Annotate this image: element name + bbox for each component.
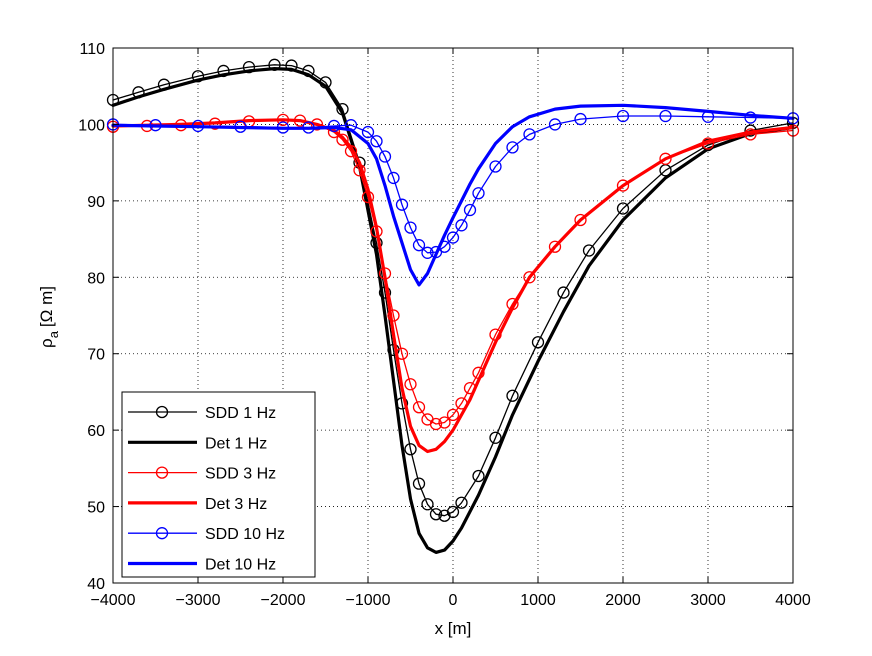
y-axis-label-subscript: a — [46, 330, 61, 338]
y-tick-labels: 40 50 60 70 80 90 100 110 — [78, 41, 105, 593]
x-axis-label: x [m] — [435, 619, 472, 638]
data-point — [268, 58, 281, 71]
data-point — [421, 246, 434, 259]
data-point — [574, 112, 587, 126]
data-point — [523, 271, 536, 284]
y-tick-label: 90 — [87, 194, 105, 211]
x-tick-label: 4000 — [775, 592, 811, 609]
legend-swatch-marker — [155, 466, 169, 479]
data-point — [463, 203, 477, 217]
data-point — [616, 202, 630, 215]
legend-swatch-marker — [155, 405, 169, 419]
data-point — [429, 417, 443, 431]
data-point — [191, 70, 205, 83]
data-point — [557, 286, 570, 299]
data-point — [659, 152, 672, 165]
data-point — [472, 469, 485, 483]
data-point — [242, 60, 256, 74]
x-tick-labels: −4000 −3000 −2000 −1000 0 1000 2000 3000 4000 — [91, 592, 811, 609]
y-tick-label: 70 — [87, 347, 105, 364]
ticks — [112, 47, 794, 584]
legend: SDD 1 Hz Det 1 Hz SDD 3 Hz Det 3 Hz SDD 10 H… — [121, 391, 316, 578]
y-tick-label: 110 — [79, 41, 105, 58]
data-point — [582, 244, 596, 257]
data-point — [446, 231, 460, 244]
series-line — [111, 103, 795, 287]
data-point — [531, 336, 545, 349]
series-det-3-hz — [111, 118, 795, 454]
y-tick-label: 50 — [87, 500, 105, 517]
data-point — [744, 111, 757, 124]
data-point — [404, 221, 417, 234]
series-det-1-hz — [111, 66, 795, 555]
data-point — [489, 160, 502, 173]
data-point — [412, 239, 426, 252]
data-point — [327, 119, 341, 133]
data-point — [506, 141, 519, 154]
y-axis-label-symbol: ρ — [37, 338, 56, 348]
data-point — [489, 431, 502, 444]
x-tick-label: −3000 — [176, 592, 221, 609]
y-tick-label: 60 — [87, 423, 105, 440]
y-tick-label: 100 — [78, 117, 105, 134]
legend-label: SDD 3 Hz — [205, 466, 276, 483]
legend-label: Det 1 Hz — [205, 435, 267, 452]
data-point — [659, 109, 672, 123]
legend-label: SDD 1 Hz — [205, 405, 276, 422]
data-point — [574, 213, 587, 227]
x-tick-label: −1000 — [346, 592, 391, 609]
data-point — [446, 408, 460, 422]
data-point — [472, 187, 485, 200]
series-line — [111, 118, 795, 454]
series-det-10-hz — [111, 103, 795, 287]
legend-label: Det 3 Hz — [205, 496, 267, 513]
legend-box — [121, 391, 316, 578]
x-tick-label: −2000 — [261, 592, 306, 609]
data-point — [616, 179, 630, 192]
data-point — [446, 505, 460, 519]
data-point — [404, 378, 417, 391]
data-point — [455, 219, 468, 232]
series-line — [112, 64, 794, 517]
data-point — [412, 477, 426, 490]
data-point — [412, 401, 426, 414]
legend-swatch-marker — [155, 527, 169, 540]
data-point — [387, 171, 400, 185]
legend-label: Det 10 Hz — [205, 557, 276, 574]
data-point — [616, 109, 630, 123]
x-tick-label: 3000 — [690, 592, 726, 609]
x-tick-label: 2000 — [605, 592, 641, 609]
data-point — [378, 150, 392, 163]
data-point — [370, 135, 383, 148]
data-point — [336, 133, 349, 146]
data-point — [548, 118, 562, 131]
series-sdd-1-hz — [106, 58, 800, 522]
data-point — [404, 443, 417, 456]
svg-text:ρa[Ω m]: ρa [Ω m] — [37, 286, 61, 348]
data-point — [361, 125, 375, 139]
data-point — [395, 198, 409, 211]
x-tick-label: −4000 — [91, 592, 136, 609]
y-axis-label: ρa [Ω m] — [37, 286, 61, 348]
legend-label: SDD 10 Hz — [205, 526, 285, 543]
y-tick-label: 40 — [87, 576, 105, 593]
data-point — [548, 240, 562, 253]
data-point — [421, 498, 434, 511]
series-line — [111, 66, 795, 555]
x-tick-label: 0 — [449, 592, 458, 609]
x-tick-label: 1000 — [520, 592, 556, 609]
data-point — [506, 389, 519, 402]
data-point — [438, 416, 451, 429]
data-point — [429, 508, 443, 521]
data-point — [387, 309, 400, 322]
data-point — [455, 496, 468, 509]
y-tick-label: 80 — [87, 270, 105, 287]
data-point — [523, 128, 536, 141]
y-axis-label-units: [Ω m] — [37, 286, 56, 327]
